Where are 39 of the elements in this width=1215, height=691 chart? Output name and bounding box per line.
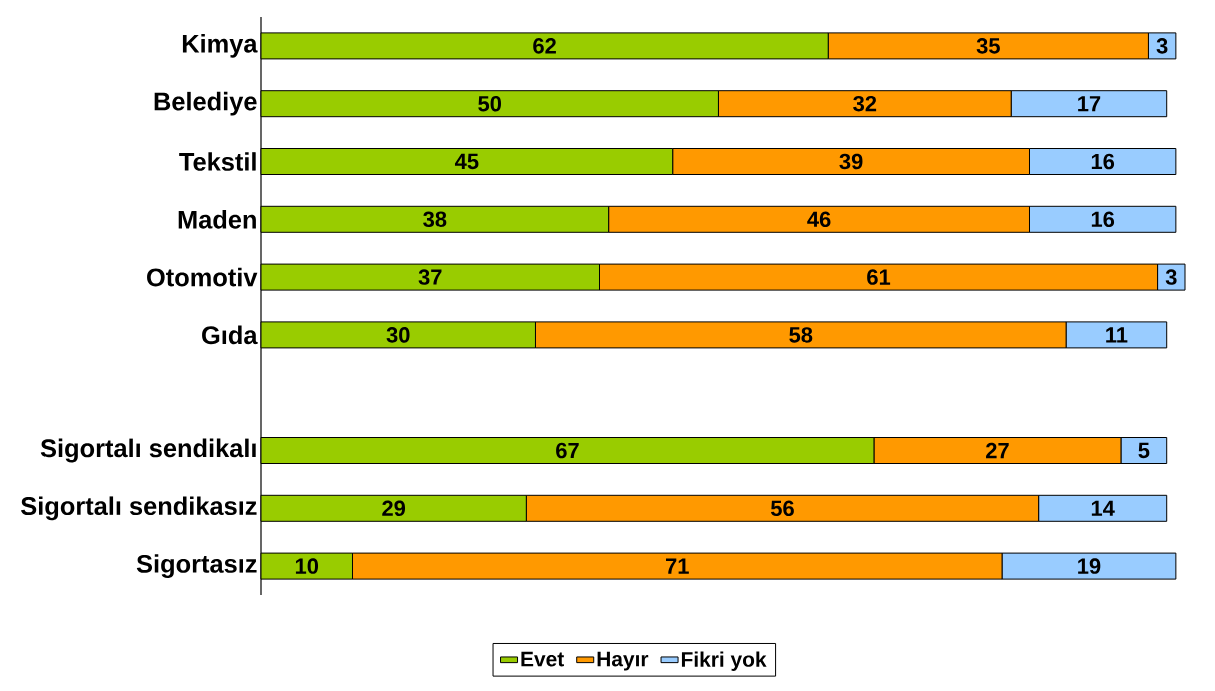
data-label: 71 [666, 558, 689, 574]
legend-label: Evet [521, 651, 564, 667]
legend-label: Hayır [597, 651, 649, 671]
data-label: 56 [770, 500, 794, 517]
data-label: 58 [789, 327, 813, 343]
data-label: 50 [478, 95, 502, 112]
data-label: 27 [986, 442, 1009, 459]
y-tick-label: Sigortalı sendikalı [40, 438, 256, 463]
data-label: 39 [839, 153, 863, 170]
data-label: 19 [1078, 558, 1101, 574]
data-label: 29 [382, 500, 406, 517]
data-label: 3 [1156, 38, 1168, 54]
data-label: 3 [1165, 269, 1177, 285]
data-label: 30 [386, 327, 410, 343]
data-label: 32 [853, 95, 877, 112]
data-label: 45 [454, 153, 479, 170]
data-label: 61 [867, 269, 891, 285]
y-tick-label: Kimya [182, 34, 258, 58]
data-label: 67 [556, 442, 579, 459]
data-label: 10 [295, 558, 319, 574]
data-label: 37 [418, 269, 442, 285]
data-label: 14 [1091, 500, 1115, 516]
y-tick-label: Gıda [202, 325, 258, 345]
data-label: 17 [1078, 96, 1101, 112]
y-tick-label: Maden [178, 209, 256, 229]
data-label: 35 [976, 38, 1000, 54]
data-label: 16 [1091, 211, 1115, 228]
legend-label: Fikri yok [681, 651, 767, 671]
y-tick-label: Belediye [154, 91, 257, 116]
y-tick-label: Tekstil [179, 152, 256, 171]
y-tick-label: Sigortalı sendikasız [21, 496, 257, 521]
data-label: 11 [1106, 327, 1128, 343]
y-tick-label: Otomotiv [147, 267, 258, 287]
data-label: 5 [1138, 442, 1150, 459]
data-label: 62 [533, 38, 556, 54]
data-label: 38 [423, 211, 447, 228]
data-label: 46 [807, 211, 831, 228]
y-tick-label: Sigortasız [136, 554, 257, 579]
data-label: 16 [1091, 153, 1115, 170]
